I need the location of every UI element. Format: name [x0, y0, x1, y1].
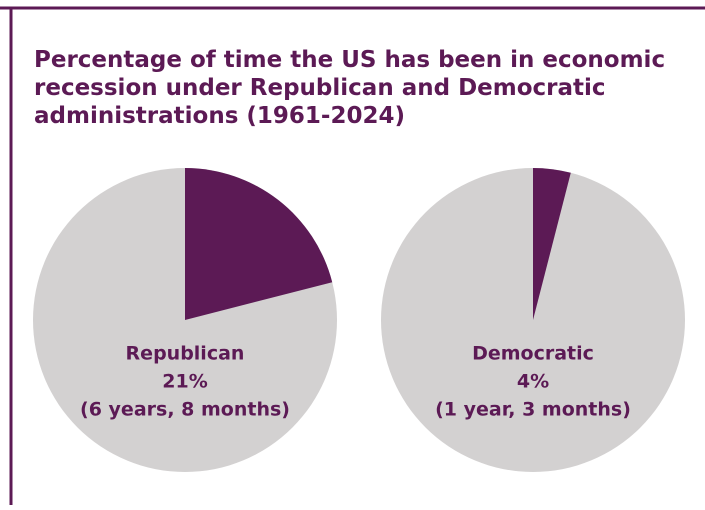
pie-slice — [185, 168, 333, 320]
value-label: 4% — [517, 371, 549, 393]
pie-note: (6 years, 8 months) — [80, 399, 290, 421]
chart-title: Percentage of time the US has been in ec… — [34, 46, 674, 130]
pie-label: Republican — [126, 343, 245, 365]
pie-note: (1 year, 3 months) — [435, 399, 631, 421]
pie-slice — [533, 168, 571, 320]
title-line: Percentage of time the US has been in ec… — [34, 47, 666, 73]
pie-label: Democratic — [472, 343, 594, 365]
value-label: 21% — [162, 371, 207, 393]
title-line: recession under Republican and Democrati… — [34, 75, 606, 101]
title-line: administrations (1961-2024) — [34, 103, 405, 129]
